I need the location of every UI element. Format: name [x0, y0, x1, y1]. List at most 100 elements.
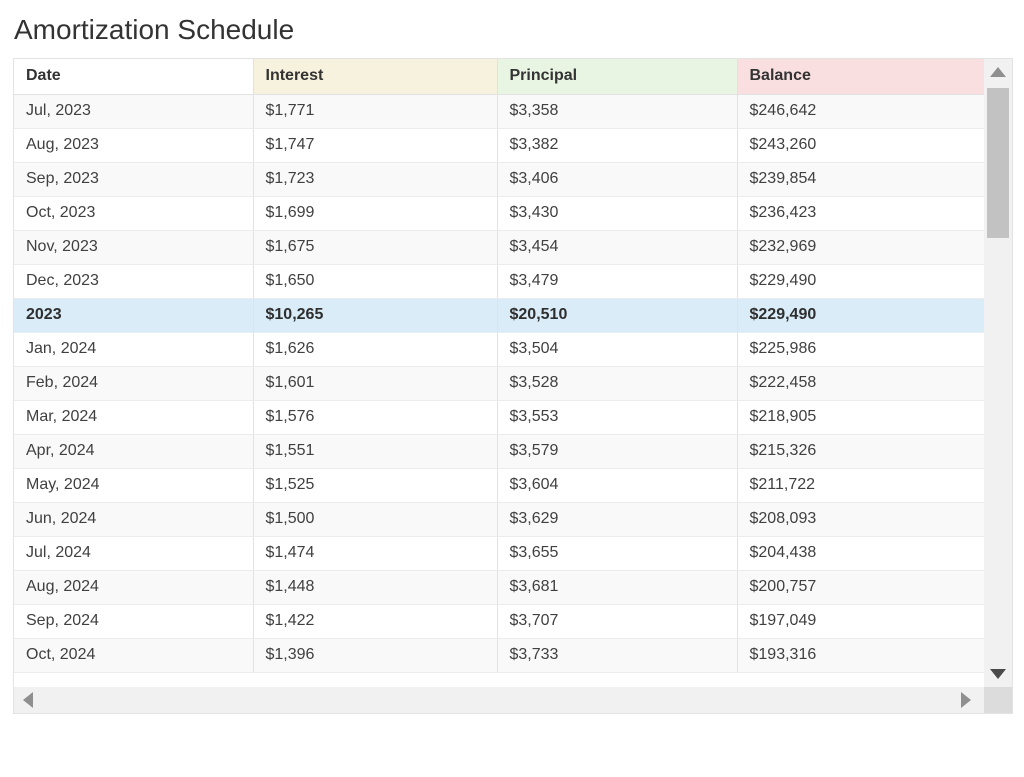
cell-date: May, 2024 — [14, 468, 254, 503]
triangle-right-icon — [961, 692, 971, 708]
column-header-principal: Principal — [497, 59, 738, 95]
cell-interest: $1,601 — [253, 366, 498, 401]
cell-date: Oct, 2023 — [14, 196, 254, 231]
cell-balance: $208,093 — [737, 502, 984, 537]
table-row: Aug, 2023 $1,747 $3,382 $243,260 — [14, 128, 984, 163]
table-row: May, 2024 $1,525 $3,604 $211,722 — [14, 468, 984, 503]
cell-date: Sep, 2023 — [14, 162, 254, 197]
cell-date: Oct, 2024 — [14, 638, 254, 673]
cell-interest: $10,265 — [253, 298, 498, 333]
cell-balance: $200,757 — [737, 570, 984, 605]
table-row: Jul, 2023 $1,771 $3,358 $246,642 — [14, 94, 984, 129]
vertical-scrollbar-thumb[interactable] — [987, 88, 1009, 238]
cell-balance: $215,326 — [737, 434, 984, 469]
amortization-schedule-card: Date Interest Principal Balance Jul, 202… — [13, 58, 1013, 714]
cell-principal: $3,479 — [497, 264, 738, 299]
cell-balance: $229,490 — [737, 298, 984, 333]
cell-interest: $1,650 — [253, 264, 498, 299]
column-header-balance: Balance — [737, 59, 984, 95]
table-row: Feb, 2024 $1,601 $3,528 $222,458 — [14, 366, 984, 401]
cell-interest: $1,500 — [253, 502, 498, 537]
triangle-left-icon — [23, 692, 33, 708]
cell-interest: $1,771 — [253, 94, 498, 129]
column-header-date: Date — [14, 59, 254, 95]
cell-date: Jun, 2024 — [14, 502, 254, 537]
scrollbar-corner — [984, 687, 1012, 713]
cell-balance: $211,722 — [737, 468, 984, 503]
cell-principal: $3,358 — [497, 94, 738, 129]
cell-principal: $3,382 — [497, 128, 738, 163]
cell-interest: $1,723 — [253, 162, 498, 197]
table-row: 2023 $10,265 $20,510 $229,490 — [14, 298, 984, 333]
cell-date: Mar, 2024 — [14, 400, 254, 435]
table-row: Jun, 2024 $1,500 $3,629 $208,093 — [14, 502, 984, 537]
cell-balance: $232,969 — [737, 230, 984, 265]
cell-date: Nov, 2023 — [14, 230, 254, 265]
cell-principal: $3,681 — [497, 570, 738, 605]
amortization-schedule-table: Date Interest Principal Balance Jul, 202… — [14, 59, 984, 673]
cell-interest: $1,699 — [253, 196, 498, 231]
cell-interest: $1,626 — [253, 332, 498, 367]
header-row: Date Interest Principal Balance — [14, 59, 984, 95]
table-row: Jul, 2024 $1,474 $3,655 $204,438 — [14, 536, 984, 571]
cell-principal: $3,733 — [497, 638, 738, 673]
cell-balance: $243,260 — [737, 128, 984, 163]
cell-principal: $3,504 — [497, 332, 738, 367]
triangle-up-icon — [990, 67, 1006, 77]
cell-interest: $1,448 — [253, 570, 498, 605]
cell-balance: $218,905 — [737, 400, 984, 435]
table-row: Jan, 2024 $1,626 $3,504 $225,986 — [14, 332, 984, 367]
cell-date: Dec, 2023 — [14, 264, 254, 299]
cell-date: Jan, 2024 — [14, 332, 254, 367]
cell-interest: $1,551 — [253, 434, 498, 469]
cell-principal: $3,655 — [497, 536, 738, 571]
scroll-right-icon[interactable] — [961, 687, 971, 713]
cell-balance: $236,423 — [737, 196, 984, 231]
cell-interest: $1,576 — [253, 400, 498, 435]
column-header-interest: Interest — [253, 59, 498, 95]
table-row: Apr, 2024 $1,551 $3,579 $215,326 — [14, 434, 984, 469]
vertical-scrollbar[interactable] — [984, 59, 1012, 687]
table-row: Oct, 2023 $1,699 $3,430 $236,423 — [14, 196, 984, 231]
cell-balance: $229,490 — [737, 264, 984, 299]
cell-principal: $3,604 — [497, 468, 738, 503]
table-row: Sep, 2024 $1,422 $3,707 $197,049 — [14, 604, 984, 639]
cell-date: Sep, 2024 — [14, 604, 254, 639]
cell-balance: $197,049 — [737, 604, 984, 639]
scroll-up-icon[interactable] — [984, 59, 1012, 85]
cell-principal: $3,406 — [497, 162, 738, 197]
table-row: Nov, 2023 $1,675 $3,454 $232,969 — [14, 230, 984, 265]
cell-interest: $1,675 — [253, 230, 498, 265]
horizontal-scrollbar[interactable] — [14, 687, 984, 713]
cell-interest: $1,396 — [253, 638, 498, 673]
cell-balance: $204,438 — [737, 536, 984, 571]
table-row: Oct, 2024 $1,396 $3,733 $193,316 — [14, 638, 984, 673]
cell-principal: $3,553 — [497, 400, 738, 435]
scroll-down-icon[interactable] — [984, 661, 1012, 687]
cell-principal: $3,579 — [497, 434, 738, 469]
cell-principal: $3,528 — [497, 366, 738, 401]
cell-principal: $3,454 — [497, 230, 738, 265]
page-title: Amortization Schedule — [14, 14, 295, 45]
cell-principal: $3,430 — [497, 196, 738, 231]
cell-interest: $1,747 — [253, 128, 498, 163]
cell-interest: $1,474 — [253, 536, 498, 571]
table-viewport: Date Interest Principal Balance Jul, 202… — [14, 59, 984, 687]
cell-balance: $222,458 — [737, 366, 984, 401]
cell-date: Jul, 2024 — [14, 536, 254, 571]
cell-date: Feb, 2024 — [14, 366, 254, 401]
cell-principal: $3,707 — [497, 604, 738, 639]
triangle-down-icon — [990, 669, 1006, 679]
cell-principal: $20,510 — [497, 298, 738, 333]
cell-principal: $3,629 — [497, 502, 738, 537]
table-row: Dec, 2023 $1,650 $3,479 $229,490 — [14, 264, 984, 299]
scroll-left-icon[interactable] — [23, 687, 33, 713]
cell-balance: $246,642 — [737, 94, 984, 129]
cell-balance: $193,316 — [737, 638, 984, 673]
cell-date: Aug, 2023 — [14, 128, 254, 163]
table-row: Sep, 2023 $1,723 $3,406 $239,854 — [14, 162, 984, 197]
cell-date: Jul, 2023 — [14, 94, 254, 129]
cell-date: Apr, 2024 — [14, 434, 254, 469]
cell-date: Aug, 2024 — [14, 570, 254, 605]
cell-balance: $239,854 — [737, 162, 984, 197]
